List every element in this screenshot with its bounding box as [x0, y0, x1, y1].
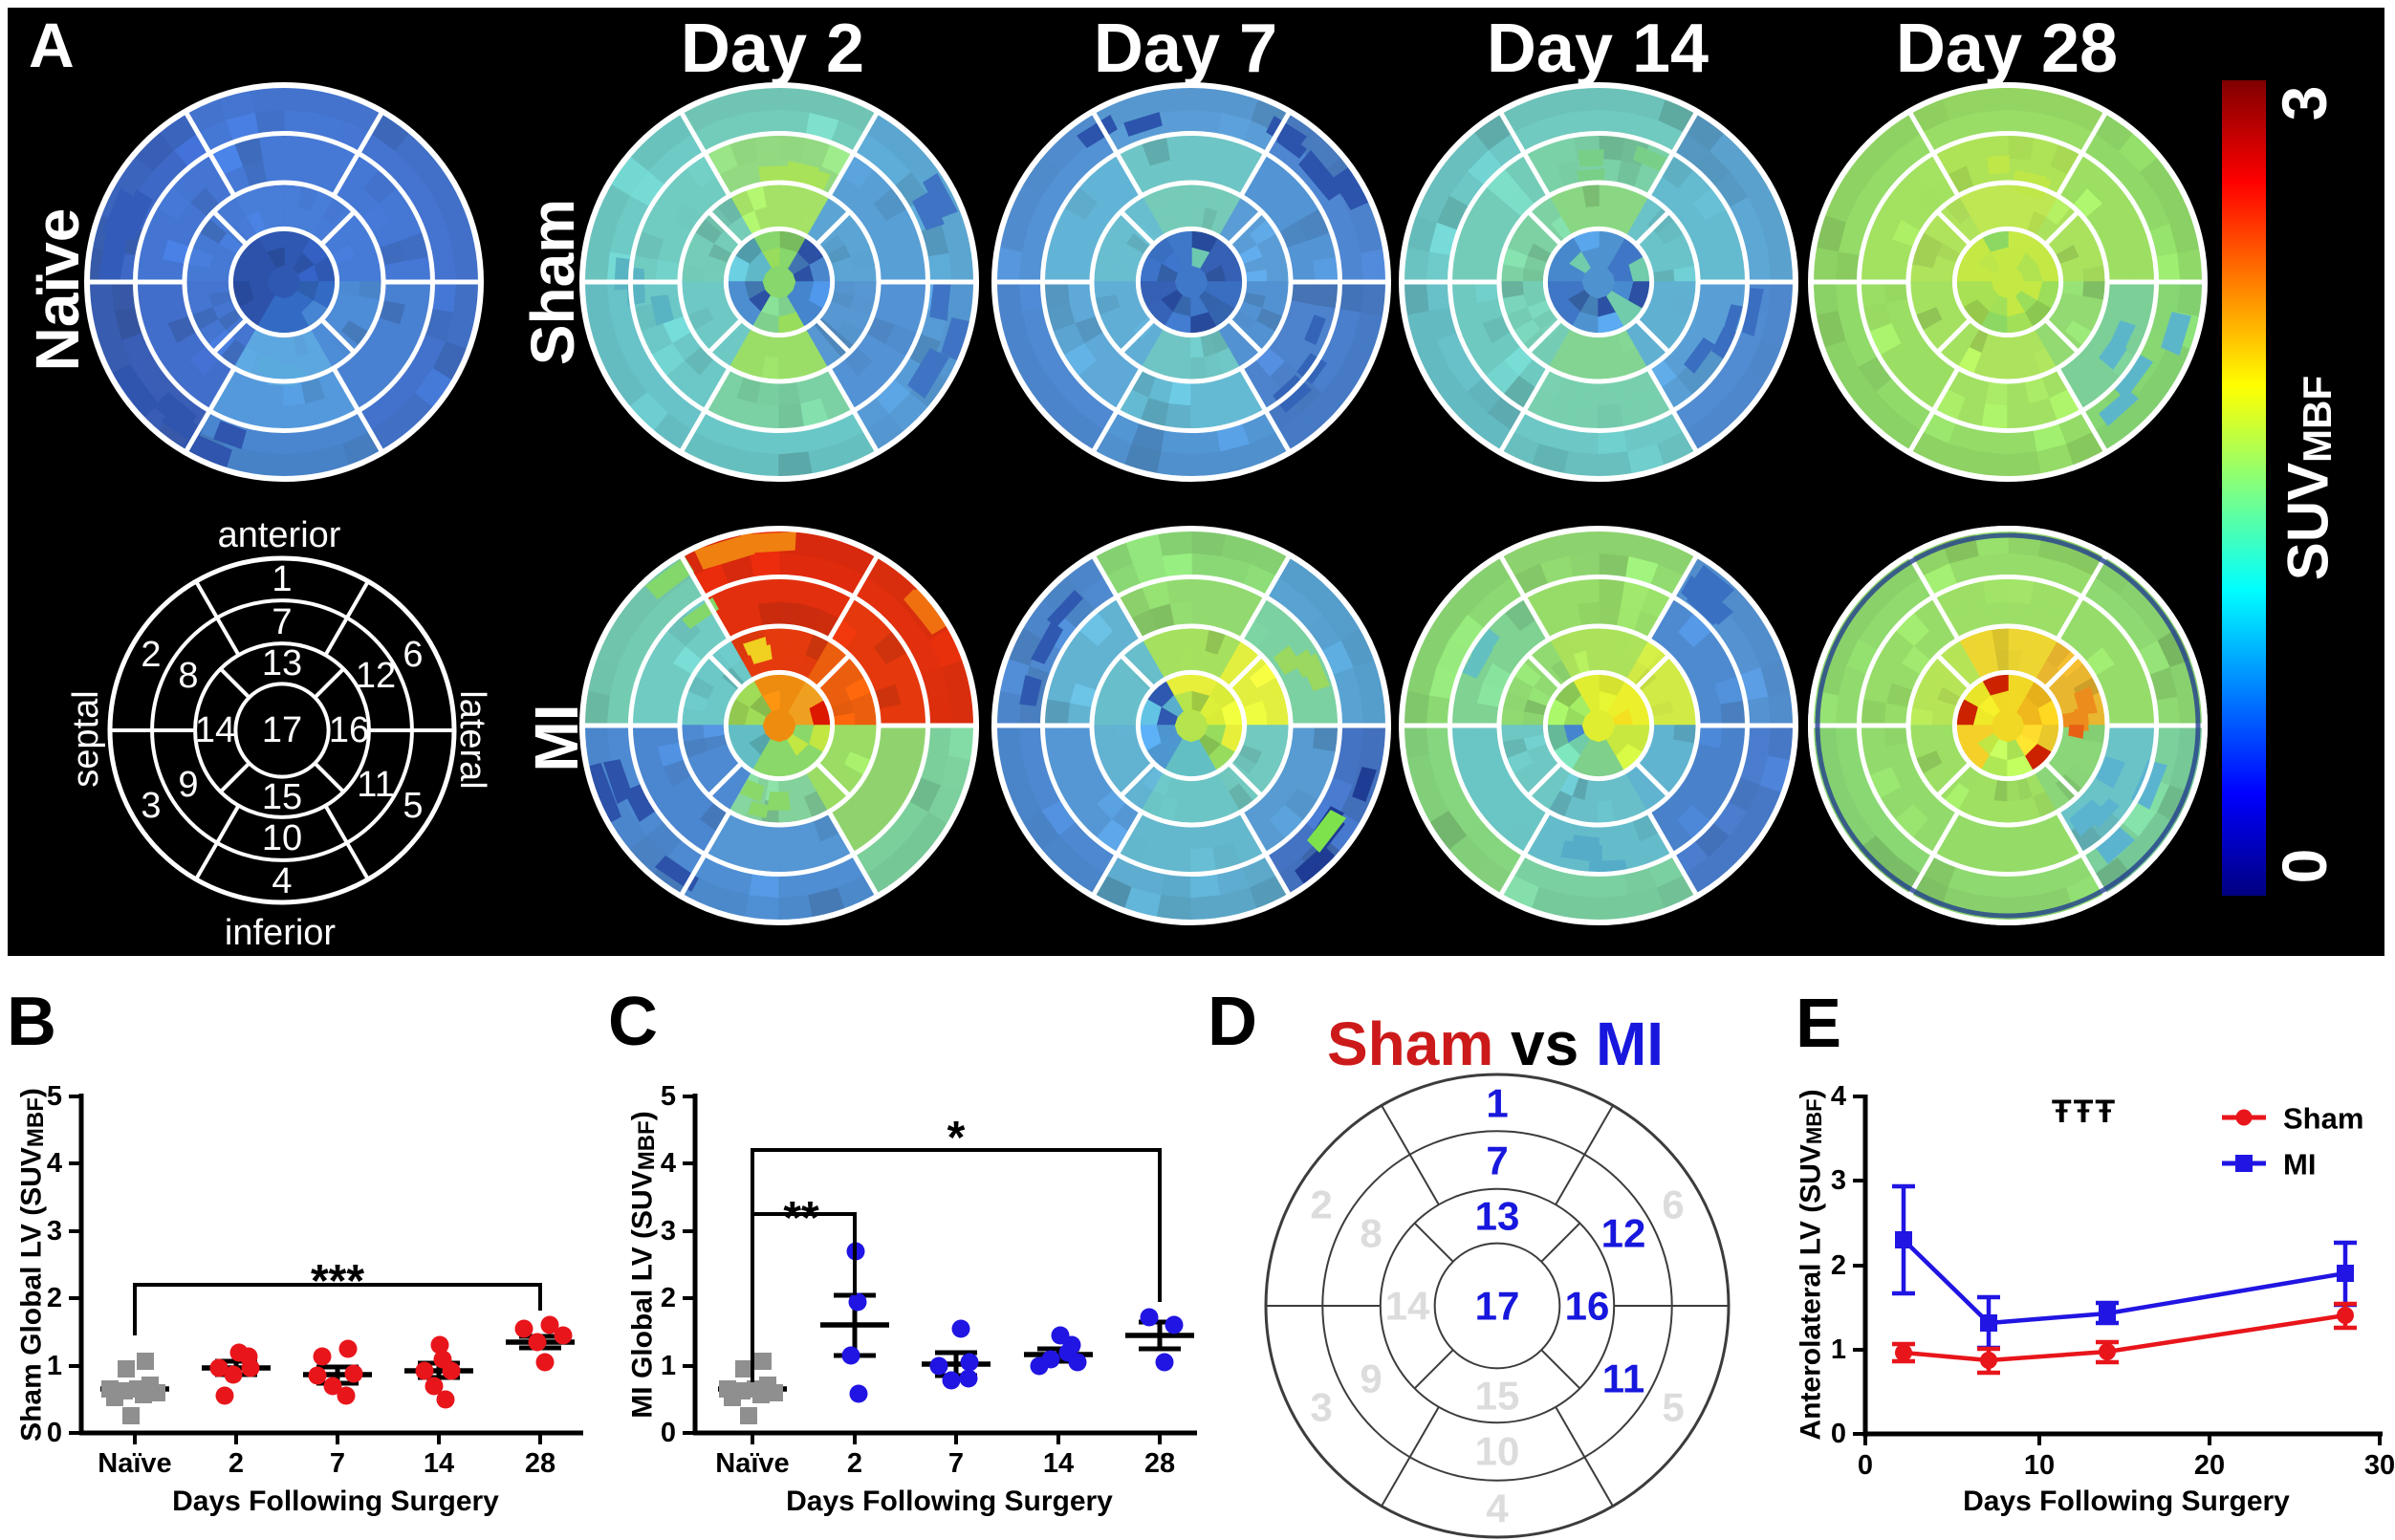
- svg-text:3: 3: [1831, 1165, 1846, 1196]
- svg-text:17: 17: [1475, 1284, 1520, 1329]
- svg-text:E: E: [1796, 986, 1841, 1062]
- svg-text:0: 0: [661, 1418, 676, 1448]
- svg-text:1: 1: [1486, 1081, 1508, 1126]
- svg-text:B: B: [7, 984, 56, 1060]
- svg-text:1: 1: [661, 1351, 676, 1381]
- svg-text:Day 14: Day 14: [1487, 11, 1709, 87]
- svg-text:11: 11: [357, 765, 394, 805]
- svg-text:C: C: [608, 984, 658, 1060]
- svg-text:Naïve: Naïve: [23, 208, 92, 372]
- svg-text:0: 0: [2269, 849, 2340, 884]
- svg-text:3: 3: [141, 786, 161, 826]
- svg-text:14: 14: [1385, 1284, 1430, 1329]
- svg-text:4: 4: [1831, 1081, 1846, 1112]
- svg-text:ŦŦŦ: ŦŦŦ: [2052, 1094, 2117, 1130]
- svg-text:Sham: Sham: [2283, 1102, 2363, 1136]
- svg-text:Anterolateral LV (SUVMBF): Anterolateral LV (SUVMBF): [1796, 1089, 1827, 1440]
- svg-text:28: 28: [1144, 1448, 1175, 1479]
- svg-text:10: 10: [1475, 1429, 1520, 1474]
- svg-text:Sham: Sham: [518, 199, 587, 365]
- svg-text:13: 13: [1475, 1194, 1520, 1239]
- svg-text:9: 9: [1360, 1356, 1382, 1401]
- svg-text:0: 0: [1858, 1450, 1873, 1481]
- svg-text:Day 2: Day 2: [681, 11, 864, 87]
- svg-text:2: 2: [847, 1448, 862, 1479]
- svg-text:3: 3: [1310, 1385, 1332, 1430]
- svg-text:7: 7: [272, 602, 292, 642]
- svg-text:4: 4: [1486, 1486, 1509, 1531]
- svg-text:14: 14: [1043, 1448, 1074, 1479]
- svg-text:14: 14: [424, 1448, 454, 1479]
- svg-text:16: 16: [329, 710, 369, 750]
- svg-text:Days Following Surgery: Days Following Surgery: [786, 1486, 1113, 1517]
- svg-text:12: 12: [1601, 1211, 1646, 1256]
- svg-text:15: 15: [262, 777, 302, 817]
- svg-text:8: 8: [1360, 1211, 1382, 1256]
- svg-text:28: 28: [525, 1448, 555, 1479]
- svg-text:30: 30: [2364, 1450, 2395, 1481]
- svg-text:20: 20: [2194, 1450, 2225, 1481]
- svg-text:13: 13: [262, 643, 302, 683]
- svg-text:4: 4: [272, 861, 292, 901]
- svg-text:10: 10: [262, 818, 302, 858]
- svg-text:Day 7: Day 7: [1094, 11, 1277, 87]
- svg-text:1: 1: [1831, 1334, 1846, 1365]
- svg-text:2: 2: [661, 1283, 676, 1313]
- svg-text:0: 0: [47, 1418, 62, 1448]
- svg-text:16: 16: [1565, 1284, 1610, 1329]
- svg-text:Day 28: Day 28: [1896, 11, 2118, 87]
- svg-text:A: A: [29, 10, 75, 80]
- svg-text:6: 6: [403, 635, 423, 675]
- svg-text:MI: MI: [2283, 1148, 2316, 1182]
- svg-text:15: 15: [1475, 1374, 1520, 1419]
- svg-text:Days Following Surgery: Days Following Surgery: [1963, 1486, 2290, 1517]
- svg-text:9: 9: [178, 765, 198, 805]
- svg-text:6: 6: [1662, 1182, 1684, 1227]
- svg-text:14: 14: [195, 710, 235, 750]
- svg-text:8: 8: [178, 656, 198, 696]
- svg-text:3: 3: [47, 1216, 62, 1247]
- svg-text:7: 7: [1486, 1139, 1508, 1183]
- svg-text:1: 1: [47, 1351, 62, 1381]
- svg-text:7: 7: [330, 1448, 345, 1479]
- svg-text:MI Global LV (SUVMBF): MI Global LV (SUVMBF): [627, 1111, 660, 1418]
- svg-text:*: *: [947, 1113, 966, 1163]
- svg-text:Naïve: Naïve: [98, 1448, 171, 1479]
- svg-text:Days Following Surgery: Days Following Surgery: [172, 1486, 499, 1517]
- svg-text:11: 11: [1602, 1356, 1644, 1401]
- svg-text:10: 10: [2024, 1450, 2055, 1481]
- svg-text:5: 5: [47, 1081, 62, 1112]
- svg-text:2: 2: [141, 635, 161, 675]
- svg-text:***: ***: [311, 1256, 364, 1307]
- svg-text:4: 4: [661, 1148, 676, 1179]
- svg-text:2: 2: [47, 1283, 62, 1313]
- svg-text:17: 17: [262, 710, 302, 750]
- svg-text:5: 5: [403, 786, 423, 826]
- svg-text:inferior: inferior: [225, 913, 336, 953]
- svg-text:lateral: lateral: [452, 690, 492, 790]
- svg-text:5: 5: [661, 1081, 676, 1112]
- svg-text:**: **: [783, 1193, 819, 1244]
- svg-text:7: 7: [948, 1448, 964, 1479]
- svg-text:2: 2: [1310, 1182, 1332, 1227]
- svg-text:septal: septal: [66, 690, 106, 787]
- svg-text:Sham vs MI: Sham vs MI: [1327, 1009, 1664, 1078]
- svg-text:4: 4: [47, 1148, 62, 1179]
- svg-text:3: 3: [661, 1216, 676, 1247]
- svg-text:anterior: anterior: [218, 515, 341, 555]
- svg-text:12: 12: [356, 656, 396, 696]
- svg-text:2: 2: [1831, 1250, 1846, 1281]
- svg-text:3: 3: [2269, 86, 2340, 121]
- svg-text:MI: MI: [522, 704, 591, 771]
- svg-text:1: 1: [272, 559, 292, 599]
- svg-text:Naïve: Naïve: [715, 1448, 789, 1479]
- svg-text:2: 2: [229, 1448, 244, 1479]
- svg-text:0: 0: [1831, 1419, 1846, 1449]
- svg-text:5: 5: [1662, 1385, 1684, 1430]
- svg-text:D: D: [1208, 984, 1257, 1060]
